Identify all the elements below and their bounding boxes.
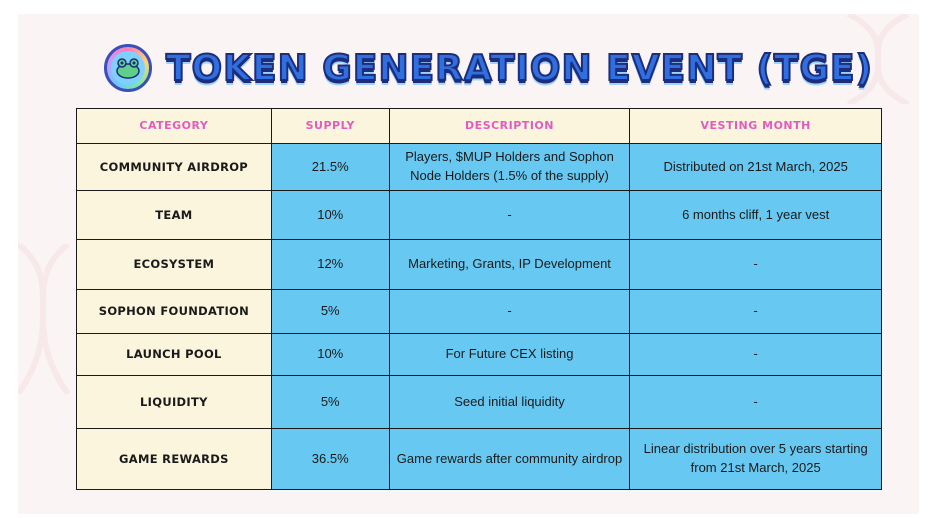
category-cell: GAME REWARDS: [76, 428, 272, 490]
supply-cell: 12%: [270, 239, 390, 290]
category-cell: LAUNCH POOL: [76, 333, 272, 376]
table-row: COMMUNITY AIRDROP 21.5% Players, $MUP Ho…: [76, 143, 882, 191]
supply-cell: 5%: [270, 289, 390, 334]
description-cell: Game rewards after community airdrop: [388, 428, 631, 490]
supply-cell: 36.5%: [270, 428, 390, 490]
column-header-category: CATEGORY: [76, 108, 272, 144]
category-cell: COMMUNITY AIRDROP: [76, 143, 272, 191]
vesting-cell: -: [629, 375, 882, 429]
column-header-description: DESCRIPTION: [388, 108, 631, 144]
description-cell: For Future CEX listing: [388, 333, 631, 376]
supply-cell: 10%: [270, 190, 390, 240]
table-header-row: CATEGORY SUPPLY DESCRIPTION VESTING MONT…: [76, 108, 882, 144]
description-cell: -: [388, 190, 631, 240]
slide-canvas: TOKEN GENERATION EVENT (TGE) CATEGORY SU…: [18, 14, 919, 514]
column-header-supply: SUPPLY: [270, 108, 390, 144]
category-cell: TEAM: [76, 190, 272, 240]
category-cell: SOPHON FOUNDATION: [76, 289, 272, 334]
vesting-cell: -: [629, 333, 882, 376]
tge-table: CATEGORY SUPPLY DESCRIPTION VESTING MONT…: [76, 108, 882, 490]
table-row: TEAM 10% - 6 months cliff, 1 year vest: [76, 190, 882, 240]
description-cell: -: [388, 289, 631, 334]
page-header: TOKEN GENERATION EVENT (TGE): [104, 40, 873, 96]
description-cell: Marketing, Grants, IP Development: [388, 239, 631, 290]
table-row: LIQUIDITY 5% Seed initial liquidity -: [76, 375, 882, 429]
dna-decoration-icon: [846, 14, 910, 104]
supply-cell: 21.5%: [270, 143, 390, 191]
description-cell: Players, $MUP Holders and Sophon Node Ho…: [388, 143, 631, 191]
supply-cell: 5%: [270, 375, 390, 429]
dna-decoration-icon: [18, 244, 71, 394]
table-row: ECOSYSTEM 12% Marketing, Grants, IP Deve…: [76, 239, 882, 290]
table-row: LAUNCH POOL 10% For Future CEX listing -: [76, 333, 882, 376]
category-cell: LIQUIDITY: [76, 375, 272, 429]
table-row: GAME REWARDS 36.5% Game rewards after co…: [76, 428, 882, 490]
supply-cell: 10%: [270, 333, 390, 376]
vesting-cell: Linear distribution over 5 years startin…: [629, 428, 882, 490]
vesting-cell: -: [629, 239, 882, 290]
category-cell: ECOSYSTEM: [76, 239, 272, 290]
page-title: TOKEN GENERATION EVENT (TGE): [165, 47, 874, 90]
description-cell: Seed initial liquidity: [388, 375, 631, 429]
vesting-cell: 6 months cliff, 1 year vest: [629, 190, 882, 240]
vesting-cell: -: [629, 289, 882, 334]
column-header-vesting: VESTING MONTH: [629, 108, 882, 144]
frog-mascot-icon: [104, 44, 152, 92]
table-row: SOPHON FOUNDATION 5% - -: [76, 289, 882, 334]
vesting-cell: Distributed on 21st March, 2025: [629, 143, 882, 191]
